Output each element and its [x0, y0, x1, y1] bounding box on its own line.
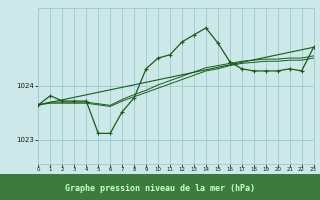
- Text: Graphe pression niveau de la mer (hPa): Graphe pression niveau de la mer (hPa): [65, 184, 255, 193]
